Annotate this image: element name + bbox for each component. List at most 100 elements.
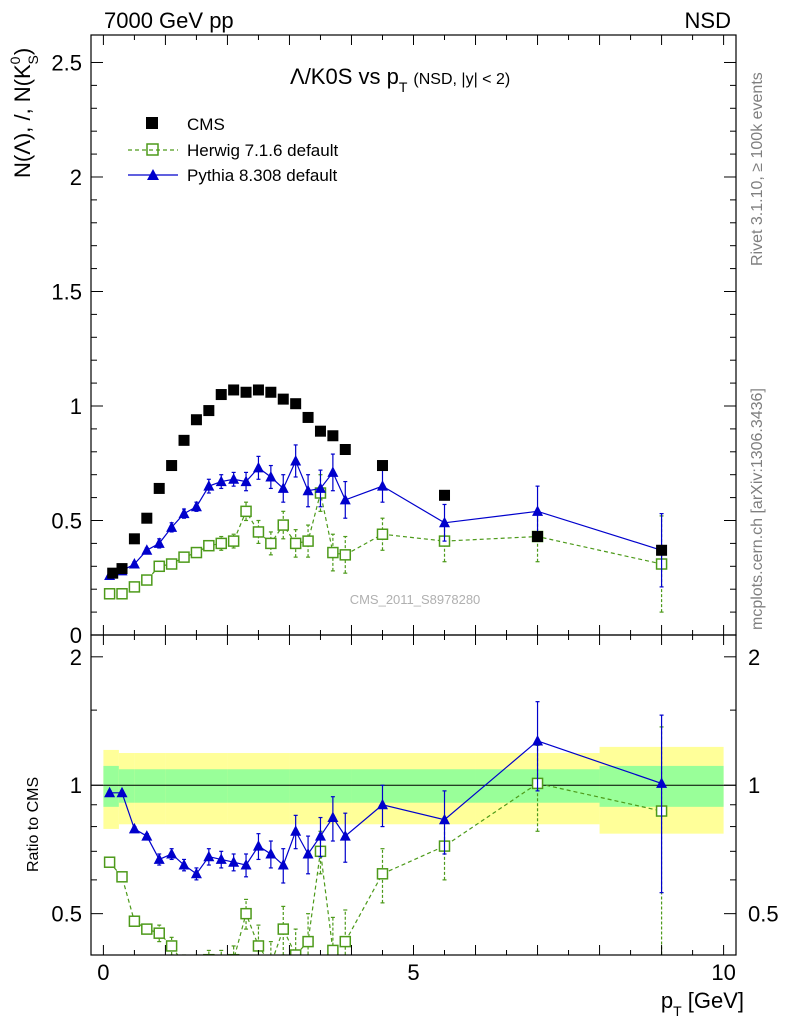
- pythia-point: [215, 853, 227, 864]
- pythia-point: [104, 786, 116, 798]
- cms-point: [290, 398, 302, 410]
- ratio-y-tick-label-right: 0.5: [748, 902, 779, 927]
- legend-herwig-marker: [146, 143, 159, 156]
- main-plot-marks: [103, 384, 668, 613]
- pythia-point: [240, 859, 252, 870]
- herwig-point: [277, 519, 290, 531]
- band-inner-segment: [475, 769, 538, 803]
- ratio-plot-marks: [103, 701, 668, 970]
- pythia-point: [314, 830, 326, 841]
- pythia-point: [190, 867, 202, 879]
- y-tick-label: 0.5: [51, 508, 82, 533]
- herwig-point: [153, 560, 165, 573]
- pythia-point: [302, 847, 314, 859]
- y-tick-label: 2.5: [51, 50, 82, 75]
- x-tick-label: 5: [407, 960, 419, 985]
- herwig-point: [179, 960, 189, 970]
- herwig-point: [277, 923, 290, 935]
- herwig-point: [103, 588, 116, 600]
- pythia-point: [339, 830, 351, 841]
- herwig-point: [302, 535, 314, 547]
- plot-title-subscript: T: [399, 79, 408, 95]
- pythia-point: [203, 850, 215, 862]
- pythia-point: [240, 475, 252, 487]
- series-line-herwig: [109, 492, 662, 595]
- pythia-point: [656, 777, 668, 788]
- herwig-point: [191, 960, 201, 970]
- pythia-point: [252, 461, 264, 473]
- ratio-y-axis-label: Ratio to CMS: [25, 777, 42, 872]
- cms-point: [190, 414, 202, 426]
- herwig-point: [153, 927, 165, 939]
- pythia-point: [439, 813, 451, 825]
- herwig-point: [327, 546, 339, 559]
- pythia-point: [339, 493, 351, 505]
- cms-point: [141, 512, 153, 524]
- cms-point: [339, 444, 351, 456]
- herwig-point: [165, 940, 178, 952]
- pythia-point: [252, 840, 264, 851]
- herwig-point: [227, 953, 240, 955]
- herwig-point: [265, 537, 277, 550]
- band-inner-segment: [289, 769, 352, 803]
- x-label-pre: p: [661, 988, 673, 1013]
- pythia-point: [178, 507, 190, 519]
- herwig-point: [339, 549, 352, 561]
- band-inner-segment: [134, 769, 166, 803]
- legend-pythia-label: Pythia 8.308 default: [187, 166, 338, 185]
- cms-point: [107, 567, 119, 579]
- herwig-point: [103, 856, 116, 868]
- y-label-sup: 0: [7, 56, 23, 64]
- cms-point: [656, 544, 668, 556]
- pythia-point: [290, 825, 302, 836]
- y-tick-label: 1.5: [51, 279, 82, 304]
- ratio-y-tick-label-right: 1: [748, 773, 760, 798]
- cms-point: [532, 531, 544, 543]
- pythia-point: [277, 859, 289, 870]
- plot-title: Λ/K0S vs pT (NSD, |y| < 2): [290, 64, 510, 95]
- cms-point: [252, 384, 264, 396]
- pythia-point: [141, 544, 153, 555]
- pythia-point: [141, 830, 153, 841]
- cms-point: [240, 386, 252, 398]
- legend-pythia-marker: [147, 169, 159, 180]
- cms-point: [166, 460, 178, 472]
- cms-point: [376, 460, 388, 472]
- pythia-point: [290, 454, 302, 466]
- plot-title-paren: (NSD, |y| < 2): [413, 71, 510, 88]
- pythia-point: [376, 480, 388, 491]
- x-axis-label: pT [GeV]: [661, 988, 744, 1019]
- cms-point: [203, 405, 215, 417]
- cms-point: [327, 430, 339, 442]
- pythia-point: [314, 482, 326, 493]
- ratio-y-tick-label: 2: [70, 645, 82, 670]
- pythia-point: [228, 856, 240, 867]
- band-inner-segment: [118, 769, 135, 803]
- pythia-point: [190, 500, 202, 512]
- pythia-point: [302, 484, 314, 496]
- mcplots-source-label: mcplots.cern.ch [arXiv:1306.3436]: [749, 388, 766, 630]
- header-right-label: NSD: [685, 8, 731, 33]
- pythia-point: [166, 847, 178, 859]
- herwig-point: [302, 935, 314, 948]
- herwig-point: [116, 588, 128, 600]
- main-y-axis-label: N(Λ), /, N(K0 S): [7, 48, 41, 178]
- pythia-point: [116, 786, 128, 798]
- herwig-point: [128, 915, 141, 927]
- herwig-point: [203, 953, 215, 955]
- cms-point: [302, 411, 314, 423]
- rivet-version-label: Rivet 3.1.10, ≥ 100k events: [749, 72, 766, 266]
- y-label-sub: S: [25, 55, 41, 64]
- series-line-pythia: [109, 740, 662, 875]
- herwig-point: [339, 935, 352, 948]
- herwig-point: [240, 907, 252, 920]
- herwig-point: [203, 539, 215, 552]
- herwig-point: [289, 537, 302, 550]
- herwig-point: [165, 558, 178, 570]
- cms-point: [314, 425, 326, 437]
- pythia-point: [439, 516, 451, 528]
- herwig-point: [327, 944, 339, 955]
- pythia-point: [265, 847, 277, 859]
- pythia-point: [166, 521, 178, 532]
- pythia-point: [203, 480, 215, 491]
